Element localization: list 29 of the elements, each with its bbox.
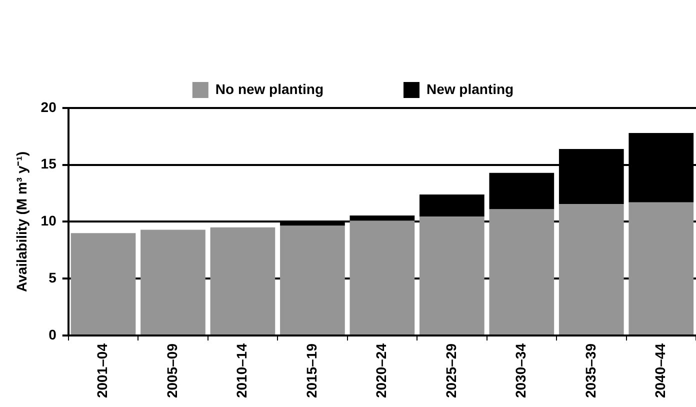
x-tick-label: 2040–44 (652, 343, 668, 398)
bar (558, 204, 624, 334)
bar (628, 202, 694, 334)
bar (489, 209, 554, 334)
bar (70, 233, 136, 334)
x-tick-label: 2001–04 (94, 343, 110, 398)
bar (419, 216, 484, 334)
y-tick-label: 0 (48, 326, 57, 342)
bar (210, 227, 276, 334)
x-tick-label: 2030–34 (512, 343, 529, 398)
legend-label: New planting (426, 80, 514, 97)
y-tick-label: 10 (40, 212, 57, 229)
y-tick-label: 5 (48, 269, 57, 286)
bar (350, 220, 415, 334)
y-tick-label: 20 (40, 98, 57, 115)
x-tick-label: 2015–19 (303, 343, 320, 398)
x-tick-label: 2005–09 (164, 343, 180, 398)
bar (350, 215, 415, 221)
x-tick-label: 2025–29 (442, 343, 459, 398)
bar (419, 194, 484, 217)
legend-label: No new planting (215, 80, 324, 97)
y-tick-label: 15 (40, 156, 57, 172)
x-tick-label: 2020–24 (373, 343, 390, 398)
bar (140, 230, 206, 334)
bar (280, 226, 345, 334)
y-axis-title: Availability (M m³ y⁻¹) (13, 151, 30, 292)
x-tick-label: 2010–14 (234, 343, 250, 398)
bar (489, 172, 554, 210)
x-tick-label: 2035–39 (582, 343, 598, 398)
